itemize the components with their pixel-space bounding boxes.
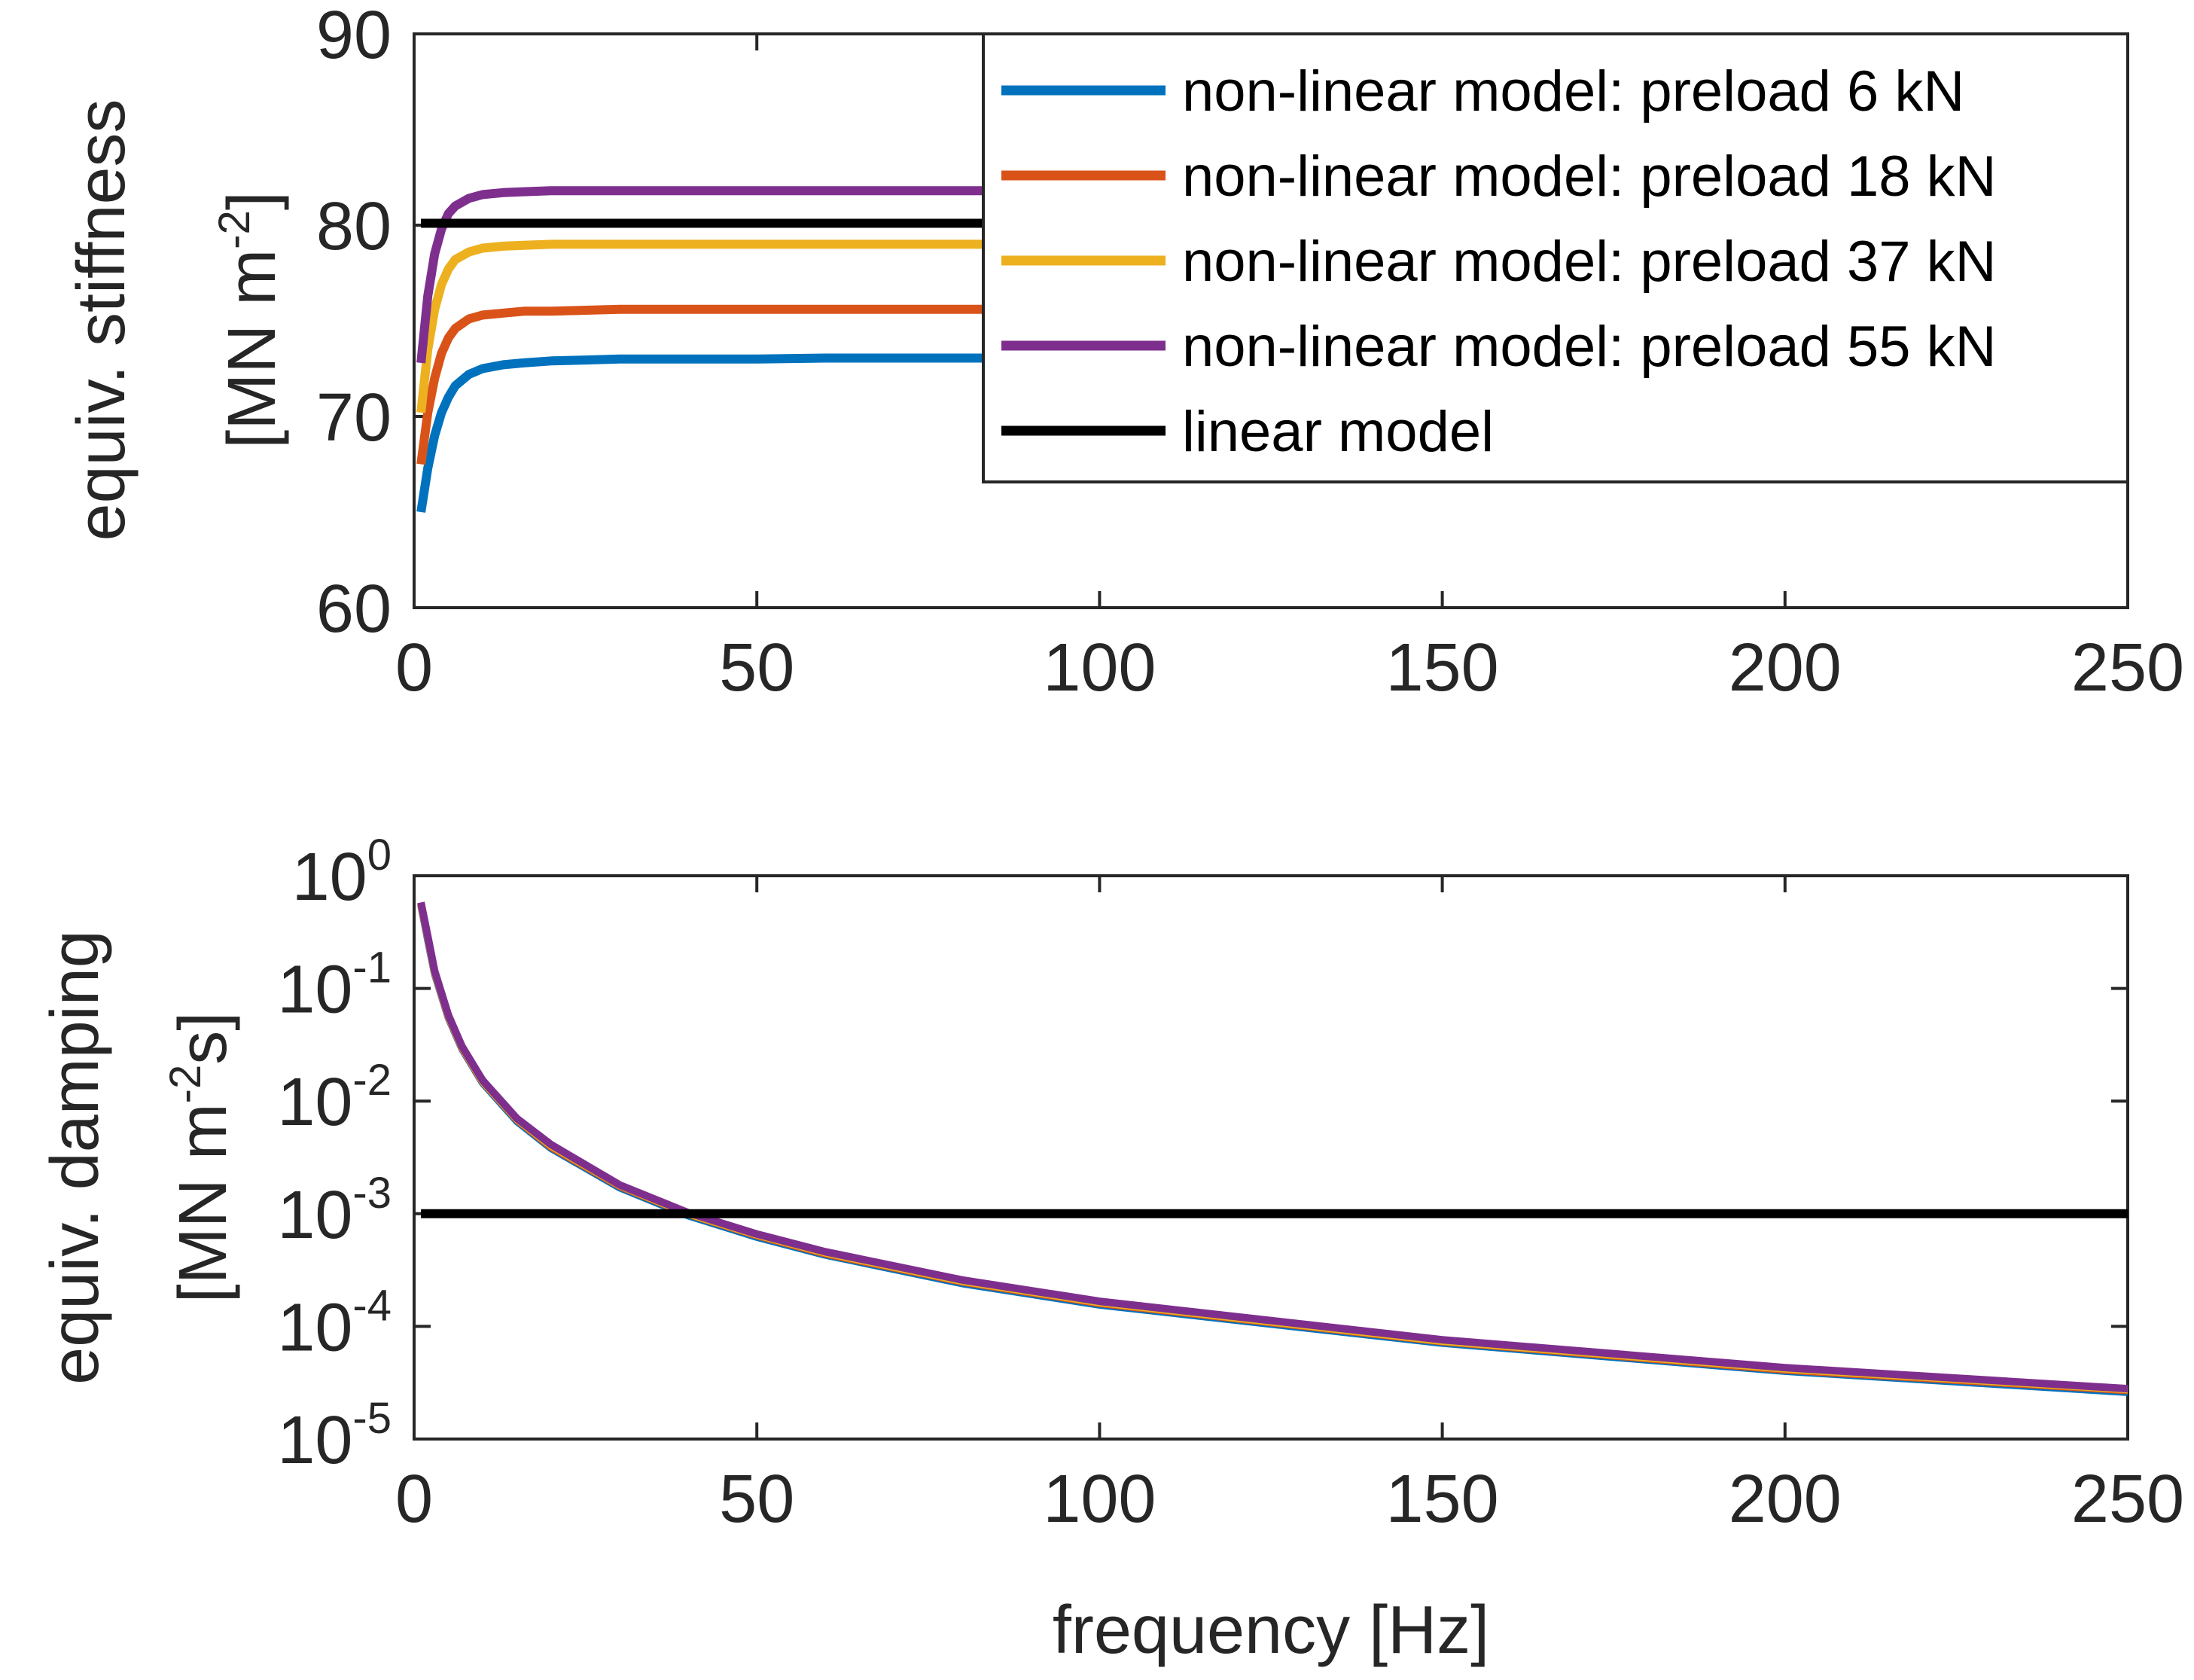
- stiffness-xtick-label-150: 150: [1386, 630, 1499, 706]
- legend-entry-preload-37: non-linear model: preload 37 kN: [1001, 230, 1997, 294]
- damping-ylabel-line2: [MN m-2s]: [161, 1012, 241, 1303]
- damping-ytick-label--4: 10-4: [277, 1281, 392, 1365]
- damping-xlabel: frequency [Hz]: [1053, 1593, 1489, 1668]
- damping-xtick-label-250: 250: [2071, 1462, 2184, 1537]
- stiffness-x-ticks: 0 50 100 150 200 250: [395, 34, 2184, 706]
- damping-ylabel-end: s]: [166, 1012, 241, 1065]
- stiffness-ytick-label-80: 80: [316, 189, 392, 264]
- damping-ylabel-unit: [MN m: [166, 1103, 241, 1303]
- legend-entry-preload-18: non-linear model: preload 18 kN: [1001, 145, 1997, 209]
- legend-label-preload-55: non-linear model: preload 55 kN: [1182, 315, 1997, 379]
- stiffness-ylabel-line2: [MN m-2]: [210, 191, 290, 449]
- damping-ylabel-line1: equiv. damping: [38, 930, 113, 1385]
- damping-ytick-label-0: 100: [292, 831, 392, 915]
- legend-box: [982, 32, 2129, 483]
- damping-axes-box: [413, 874, 2129, 1441]
- stiffness-ylabel-unit: [MN m: [215, 249, 290, 449]
- stiffness-xtick-label-250: 250: [2071, 630, 2184, 706]
- damping-ytick-label--1: 10-1: [277, 944, 392, 1028]
- stiffness-ytick-label-60: 60: [316, 572, 392, 647]
- stiffness-xtick-label-200: 200: [1729, 630, 1842, 706]
- stiffness-ytick-label-70: 70: [316, 380, 392, 456]
- legend-label-preload-37: non-linear model: preload 37 kN: [1182, 230, 1997, 294]
- stiffness-xtick-label-100: 100: [1043, 630, 1156, 706]
- damping-y-ticks: 100 10-1 10-2 10-3 10-4 10-5: [277, 831, 2128, 1478]
- legend-entry-preload-6: non-linear model: preload 6 kN: [1001, 59, 1964, 123]
- legend-entry-linear: linear model: [1001, 400, 1494, 464]
- legend-label-linear: linear model: [1182, 400, 1494, 464]
- damping-xtick-label-0: 0: [395, 1462, 433, 1537]
- damping-ytick-label--3: 10-3: [277, 1169, 392, 1253]
- damping-xtick-label-100: 100: [1043, 1462, 1156, 1537]
- damping-xtick-label-150: 150: [1386, 1462, 1499, 1537]
- stiffness-ylabel-exp: -2: [210, 210, 259, 249]
- damping-xtick-label-50: 50: [719, 1462, 794, 1537]
- stiffness-xtick-label-50: 50: [719, 630, 794, 706]
- stiffness-y-ticks: 60 70 80 90: [316, 0, 2128, 647]
- stiffness-ytick-label-90: 90: [316, 0, 392, 73]
- stiffness-xtick-label-0: 0: [395, 630, 433, 706]
- stiffness-panel: 60 70 80 90 0 50 100 150 200 250 equiv. stiffnes…: [64, 0, 2184, 706]
- damping-series-non-linear-model-preload-55-kn: [417, 901, 2128, 1393]
- legend: non-linear model: preload 6 kN non-linea…: [982, 32, 2129, 483]
- legend-label-preload-6: non-linear model: preload 6 kN: [1182, 59, 1964, 123]
- legend-label-preload-18: non-linear model: preload 18 kN: [1182, 145, 1997, 209]
- legend-entry-preload-55: non-linear model: preload 55 kN: [1001, 315, 1997, 379]
- stiffness-ylabel-end: ]: [215, 191, 290, 210]
- damping-xtick-label-200: 200: [1729, 1462, 1842, 1537]
- damping-series: [417, 901, 2128, 1396]
- damping-ytick-label--2: 10-2: [277, 1056, 392, 1140]
- damping-ylabel-exp: -2: [161, 1065, 210, 1104]
- stiffness-ylabel-line1: equiv. stiffness: [64, 99, 139, 541]
- damping-ytick-label--5: 10-5: [277, 1394, 392, 1478]
- damping-x-ticks: 0 50 100 150 200 250: [395, 876, 2184, 1537]
